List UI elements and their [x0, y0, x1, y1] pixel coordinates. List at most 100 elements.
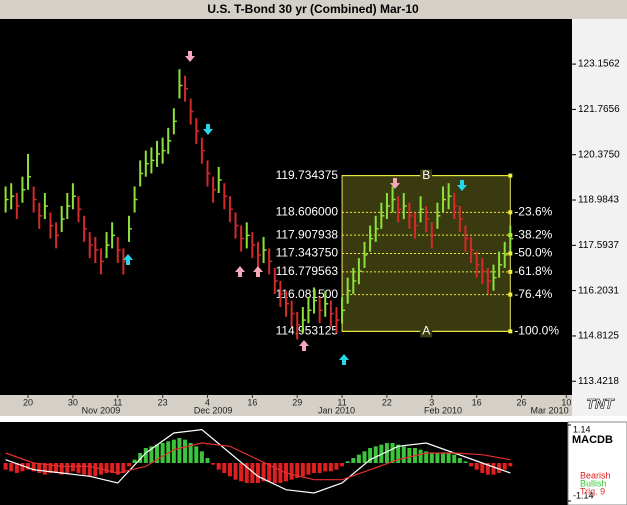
histogram-bar — [295, 463, 300, 478]
histogram-bar — [407, 448, 412, 463]
histogram-bar — [452, 454, 457, 463]
histogram-bar — [171, 439, 176, 463]
histogram-bar — [14, 463, 19, 473]
histogram-bar — [441, 453, 446, 463]
x-tick-label: 30 — [68, 397, 78, 407]
histogram-bar — [93, 463, 98, 477]
month-label: Dec 2009 — [194, 405, 233, 415]
histogram-bar — [244, 463, 249, 483]
histogram-bar — [138, 453, 143, 463]
y-tick-label: -1.14 — [573, 490, 594, 500]
histogram-bar — [463, 461, 468, 463]
x-tick-label: 16 — [247, 397, 257, 407]
histogram-bar — [48, 463, 53, 473]
fib-percent: -38.2% — [514, 227, 552, 241]
signal-arrow — [253, 266, 263, 277]
fib-price: 114.953125 — [276, 324, 339, 338]
histogram-bar — [37, 463, 42, 473]
fib-price: 119.734375 — [276, 168, 339, 182]
histogram-bar — [497, 463, 502, 473]
x-tick-label: 22 — [382, 397, 392, 407]
fib-price: 117.343750 — [276, 246, 339, 260]
title-bar — [0, 0, 627, 19]
histogram-bar — [345, 461, 350, 463]
y-tick-label: 114.8125 — [578, 331, 619, 342]
y-tick-label: 113.4218 — [578, 376, 619, 387]
histogram-bar — [284, 463, 288, 482]
chart-title: U.S. T-Bond 30 yr (Combined) Mar-10 — [207, 2, 419, 16]
histogram-bar — [250, 463, 255, 483]
x-tick-label: 11 — [337, 397, 346, 407]
histogram-bar — [42, 463, 47, 475]
fib-marker: A — [422, 324, 430, 338]
histogram-bar — [199, 451, 204, 463]
histogram-bar — [446, 453, 451, 463]
fib-percent: -23.6% — [514, 205, 552, 219]
signal-arrow — [339, 354, 349, 365]
histogram-bar — [87, 463, 92, 477]
histogram-bar — [384, 443, 389, 463]
histogram-bar — [211, 463, 216, 465]
fib-handle — [508, 210, 513, 215]
histogram-bar — [401, 446, 406, 463]
fib-handle — [508, 173, 513, 178]
histogram-bar — [222, 463, 227, 473]
histogram-bar — [188, 443, 193, 463]
histogram-bar — [239, 463, 244, 482]
histogram-bar — [469, 463, 474, 467]
histogram-bar — [26, 463, 31, 470]
logo: TNT — [586, 396, 615, 412]
histogram-bar — [317, 463, 322, 473]
histogram-bar — [3, 463, 8, 470]
fib-percent: -50.0% — [514, 246, 552, 260]
histogram-bar — [160, 443, 165, 463]
histogram-bar — [110, 463, 115, 473]
histogram-bar — [194, 446, 199, 463]
y-tick-label: 123.1562 — [578, 59, 620, 70]
fib-percent: -61.8% — [514, 264, 552, 278]
histogram-bar — [267, 463, 272, 482]
price-axis — [572, 19, 627, 416]
histogram-bar — [76, 463, 81, 473]
fib-price: 116.081500 — [276, 287, 339, 301]
histogram-bar — [272, 463, 277, 483]
histogram-bar — [121, 463, 126, 473]
histogram-bar — [20, 463, 25, 472]
date-axis — [0, 395, 572, 416]
x-tick-label: 10 — [561, 397, 571, 407]
histogram-bar — [396, 444, 401, 463]
x-tick-label: 11 — [113, 397, 122, 407]
fib-marker-bg — [420, 169, 433, 182]
y-tick-label: 118.9843 — [578, 195, 619, 206]
x-tick-label: 29 — [292, 397, 302, 407]
histogram-bar — [334, 463, 339, 470]
histogram-bar — [356, 454, 361, 463]
histogram-bar — [289, 463, 294, 480]
histogram-bar — [216, 463, 221, 470]
fib-handle — [508, 269, 513, 274]
fib-handle — [508, 251, 513, 256]
histogram-bar — [362, 451, 367, 463]
histogram-bar — [115, 463, 120, 475]
histogram-bar — [205, 458, 210, 463]
histogram-bar — [328, 463, 333, 472]
x-tick-label: 26 — [517, 397, 527, 407]
y-tick-label: 1.14 — [573, 424, 591, 434]
y-tick-label: 116.2031 — [578, 285, 619, 296]
histogram-bar — [104, 463, 109, 473]
histogram-bar — [155, 444, 160, 463]
y-tick-label: 120.3750 — [578, 149, 620, 160]
x-tick-label: 4 — [205, 397, 210, 407]
histogram-bar — [278, 463, 283, 483]
month-label: Mar 2010 — [531, 405, 569, 415]
histogram-bar — [31, 463, 36, 472]
histogram-bar — [9, 463, 14, 472]
macd-line — [5, 442, 511, 481]
fib-handle — [508, 329, 513, 334]
histogram-bar — [255, 463, 260, 483]
histogram-bar — [491, 463, 496, 475]
fib-percent: -76.4% — [514, 287, 552, 301]
month-label: Nov 2009 — [82, 405, 121, 415]
histogram-bar — [424, 451, 429, 463]
